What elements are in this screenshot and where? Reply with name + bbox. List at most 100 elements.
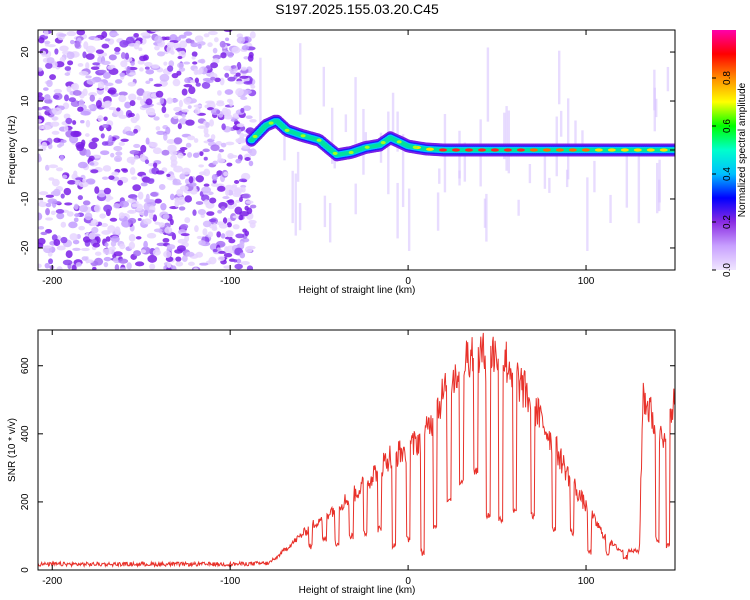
streak <box>322 66 325 107</box>
noise-cell <box>165 126 171 135</box>
noise-cell <box>205 121 210 128</box>
noise-cell <box>47 198 58 204</box>
noise-cell <box>110 152 115 158</box>
snr-x-axis-label: Height of straight line (km) <box>299 585 416 596</box>
noise-cell <box>178 99 183 108</box>
noise-cell <box>86 78 96 85</box>
noise-cell <box>127 112 135 118</box>
noise-cell <box>44 262 50 269</box>
streak <box>558 50 561 105</box>
noise-cell <box>56 144 62 148</box>
noise-cell <box>188 176 194 184</box>
noise-cell <box>178 201 184 206</box>
noise-cell <box>153 83 163 87</box>
tone-peak <box>490 148 499 152</box>
noise-cell <box>89 162 95 166</box>
noise-cell <box>133 250 142 257</box>
noise-cell <box>220 233 226 239</box>
noise-cell <box>64 94 70 102</box>
noise-cell <box>224 89 234 95</box>
noise-cell <box>240 172 251 181</box>
noise-cell <box>210 134 216 140</box>
noise-cell <box>122 168 129 173</box>
noise-cell <box>181 255 188 262</box>
noise-cell <box>102 248 113 255</box>
noise-cell <box>196 235 203 240</box>
noise-cell <box>143 202 151 211</box>
noise-cell <box>195 201 204 205</box>
noise-cell <box>135 113 140 121</box>
noise-cell <box>51 178 60 187</box>
noise-cell <box>179 147 188 151</box>
noise-cell <box>46 57 55 64</box>
noise-cell <box>220 206 226 211</box>
noise-cell <box>148 112 156 116</box>
tone-peak <box>503 148 512 152</box>
noise-cell <box>118 141 126 146</box>
noise-cell <box>130 61 135 66</box>
noise-cell <box>119 200 130 208</box>
noise-cell <box>38 95 45 102</box>
noise-cell <box>77 106 84 112</box>
noise-cell <box>224 246 229 253</box>
noise-cell <box>118 212 125 219</box>
noise-cell <box>92 266 97 270</box>
noise-cell <box>83 41 89 50</box>
streak <box>666 66 670 92</box>
noise-cell <box>151 64 160 69</box>
noise-cell <box>199 262 209 266</box>
noise-cell <box>194 107 201 115</box>
noise-cell <box>38 111 42 117</box>
y-tick-label: 0 <box>20 147 31 153</box>
noise-cell <box>50 121 60 127</box>
noise-cell <box>72 90 82 96</box>
streak <box>396 182 399 239</box>
streak <box>486 47 490 122</box>
noise-cell <box>64 66 72 71</box>
noise-cell <box>173 115 179 119</box>
noise-cell <box>114 79 123 84</box>
noise-cell <box>222 217 228 224</box>
noise-cell <box>64 202 73 206</box>
noise-cell <box>150 192 159 197</box>
noise-cell <box>62 174 68 179</box>
tone-peak <box>412 145 418 149</box>
noise-cell <box>136 96 142 101</box>
tone-peak <box>332 151 338 156</box>
noise-cell <box>116 107 121 112</box>
noise-cell <box>164 226 173 234</box>
x-tick-label: 0 <box>405 276 411 287</box>
noise-cell <box>166 45 174 54</box>
noise-cell <box>228 154 238 158</box>
noise-cell <box>38 119 42 123</box>
noise-cell <box>236 36 246 44</box>
x-tick-label: 0 <box>405 576 411 587</box>
noise-cell <box>184 217 191 224</box>
noise-cell <box>202 228 208 236</box>
noise-cell <box>78 181 89 188</box>
noise-cell <box>134 261 145 267</box>
y-tick-label: -10 <box>20 191 31 206</box>
noise-cell <box>126 66 131 74</box>
noise-cell <box>113 203 121 209</box>
noise-cell <box>108 134 113 143</box>
streak <box>656 162 659 214</box>
noise-cell <box>43 30 49 37</box>
noise-cell <box>178 67 186 72</box>
noise-cell <box>73 203 79 210</box>
streak <box>658 179 661 212</box>
noise-cell <box>144 62 153 67</box>
noise-cell <box>205 100 215 105</box>
noise-cell <box>38 154 42 162</box>
noise-cell <box>72 247 81 252</box>
noise-cell <box>197 209 206 215</box>
noise-cell <box>235 233 245 239</box>
noise-cell <box>159 97 165 105</box>
noise-cell <box>79 205 89 213</box>
noise-cell <box>38 37 45 44</box>
noise-cell <box>85 119 91 128</box>
noise-cell <box>103 262 109 268</box>
noise-cell <box>129 72 137 76</box>
streak <box>436 192 440 231</box>
